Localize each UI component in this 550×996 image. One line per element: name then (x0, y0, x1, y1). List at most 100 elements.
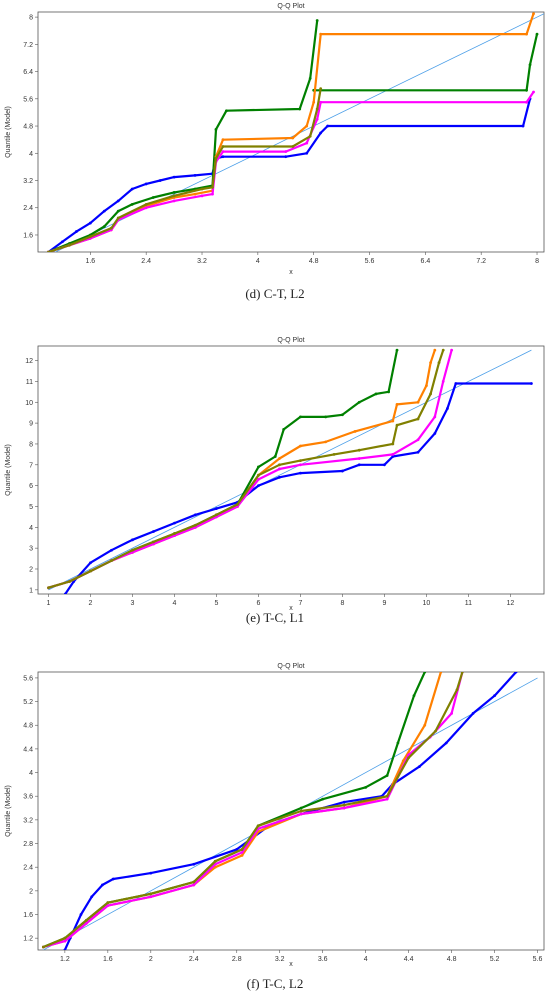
plot-area (47, 12, 544, 252)
data-point (221, 138, 225, 142)
data-point (68, 243, 71, 247)
data-point (308, 134, 312, 138)
y-tick-label: 2.4 (23, 205, 33, 212)
data-point (192, 862, 196, 866)
data-point (332, 452, 336, 456)
data-point (433, 348, 437, 352)
y-tick-label: 4 (29, 151, 33, 158)
data-point (391, 455, 395, 458)
chart-panel-e: Q-Q Plot 1 2 3 4 5 6 7 8 9 10 11 12 1 2 3 4 5 6 7 8 9 10 11 12 x Q… (0, 334, 550, 664)
y-tick-label: 9 (29, 421, 33, 428)
data-point (525, 100, 528, 104)
plot-area (47, 348, 533, 594)
data-point (528, 63, 532, 67)
data-point (225, 109, 228, 113)
x-tick-label: 1 (47, 600, 51, 607)
x-tick-label: 4 (173, 600, 177, 607)
data-point (455, 688, 459, 692)
figure-caption-e: (e) T-C, L1 (245, 610, 305, 625)
y-tick-label: 2 (29, 566, 33, 573)
data-point (299, 415, 302, 419)
data-point (236, 502, 239, 506)
y-axis-label: Quantile (Model) (5, 444, 12, 496)
data-point (256, 824, 260, 828)
x-tick-label: 4 (256, 258, 260, 265)
x-tick-label: 9 (382, 600, 386, 607)
data-point (299, 812, 303, 816)
data-point (211, 192, 214, 196)
data-point (109, 226, 113, 230)
y-tick-label: 5 (29, 504, 33, 511)
data-point (324, 415, 328, 419)
x-tick-label: 3.2 (275, 956, 285, 963)
x-tick-label: 4.8 (447, 956, 457, 963)
data-point (101, 883, 104, 887)
series-line (64, 382, 532, 594)
data-point (321, 797, 325, 801)
y-tick-label: 2.4 (23, 865, 33, 872)
x-tick-label: 6 (257, 600, 261, 607)
data-point (357, 448, 361, 452)
data-point (305, 141, 309, 145)
data-point (423, 723, 427, 727)
data-point (151, 196, 155, 199)
data-point (88, 235, 92, 239)
data-point (282, 427, 286, 431)
data-point (396, 741, 400, 745)
data-point (131, 548, 134, 552)
data-point (68, 580, 71, 583)
data-point (130, 187, 134, 191)
figure-caption-f: (f) T-C, L2 (246, 976, 304, 991)
data-point (47, 586, 50, 590)
data-point (284, 155, 288, 159)
data-point (341, 469, 344, 473)
chart-title: Q-Q Plot (277, 663, 304, 670)
series-line (47, 98, 532, 252)
data-point (194, 513, 197, 517)
data-point (319, 100, 323, 104)
x-tick-label: 8 (535, 258, 539, 265)
data-point (514, 672, 518, 674)
y-tick-label: 8 (29, 15, 33, 22)
y-tick-label: 7 (29, 462, 33, 469)
data-point (315, 117, 319, 121)
x-tick-label: 2 (89, 600, 93, 607)
data-point (291, 145, 295, 148)
data-point (383, 463, 386, 467)
series-4 (41, 672, 464, 949)
data-point (278, 457, 281, 460)
data-point (192, 883, 196, 887)
x-tick-label: 3 (131, 600, 135, 607)
data-point (131, 538, 134, 542)
data-point (172, 191, 176, 194)
data-point (342, 803, 346, 807)
data-point (433, 432, 437, 435)
data-point (89, 569, 92, 573)
data-point (450, 712, 454, 715)
data-point (357, 457, 361, 460)
data-point (192, 880, 196, 884)
x-tick-label: 7.2 (476, 258, 486, 265)
data-point (439, 672, 443, 674)
data-point (319, 32, 323, 36)
data-point (149, 892, 153, 896)
data-point (79, 913, 83, 916)
x-tick-label: 5 (215, 600, 219, 607)
y-tick-label: 4.8 (23, 723, 33, 730)
data-point (116, 209, 120, 213)
data-point (423, 672, 427, 674)
x-tick-label: 5.6 (365, 258, 375, 265)
data-point (434, 729, 437, 733)
data-point (63, 948, 67, 950)
plot-frame (37, 11, 545, 253)
data-point (305, 151, 309, 155)
y-tick-label: 3.2 (23, 178, 33, 185)
data-point (284, 150, 288, 153)
data-point (152, 530, 155, 533)
data-point (305, 124, 309, 128)
data-point (106, 901, 110, 905)
data-point (416, 400, 420, 404)
qq-plot-d: Q-Q Plot 1.6 2.4 3.2 4 4.8 5.6 6.4 7.2 8 1.6 2.4 3.2… (5, 3, 545, 276)
data-point (144, 206, 148, 210)
y-tick-label: 7.2 (23, 42, 33, 49)
